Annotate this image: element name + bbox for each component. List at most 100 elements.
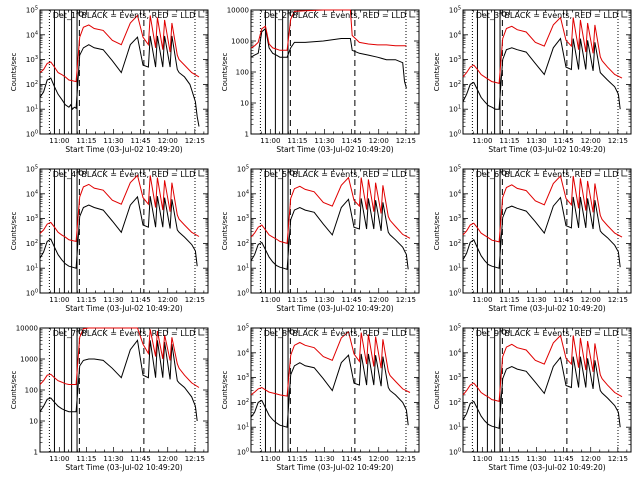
- y-tick-label: 103: [237, 373, 249, 382]
- y-tick-label: 101: [26, 264, 38, 273]
- y-axis-label: Counts/sec: [433, 371, 441, 410]
- plot-frame: [462, 168, 632, 294]
- x-axis-label: Start Time (03-Jul-02 10:49:20): [276, 463, 393, 472]
- x-tick-label: 11:30: [526, 455, 546, 463]
- series-line-events: [39, 339, 198, 422]
- detector-panel: 100 101 102 103 104 105 11:00 11:15 11:30 11:45 12…: [221, 165, 420, 313]
- y-tick-label: 103: [26, 214, 38, 223]
- y-tick-label: 100: [237, 289, 249, 298]
- x-tick-label: 12:00: [158, 296, 178, 304]
- y-tick-label: 102: [449, 239, 461, 248]
- x-tick-label: 11:30: [314, 455, 334, 463]
- series-line-lld: [462, 334, 623, 403]
- x-tick-label: 11:45: [131, 455, 151, 463]
- y-tick-label: 105: [237, 165, 249, 174]
- y-tick-label: 10: [240, 100, 249, 108]
- y-tick-label: 1: [34, 449, 38, 457]
- y-tick-label: 100: [237, 448, 249, 457]
- marker-circle-icon: [289, 170, 295, 176]
- y-tick-label: 105: [237, 324, 249, 333]
- marker-bracket-icon: [198, 11, 205, 18]
- x-tick-label: 11:45: [342, 137, 362, 145]
- y-tick-label: 100: [25, 387, 38, 395]
- detector-panel: 100 101 102 103 104 105 11:00 11:15 11:30 11:45 12…: [221, 324, 420, 472]
- y-tick-label: 104: [449, 189, 461, 198]
- detector-panel: 100 101 102 103 104 105 11:00 11:15 11:30 11:45 12…: [10, 6, 209, 154]
- x-tick-label: 11:45: [554, 455, 574, 463]
- x-axis-label: Start Time (03-Jul-02 10:49:20): [488, 463, 605, 472]
- y-tick-label: 104: [237, 189, 249, 198]
- marker-circle-icon: [501, 170, 507, 176]
- y-axis-label: Counts/sec: [433, 53, 441, 92]
- y-axis-label: Counts/sec: [433, 212, 441, 251]
- x-tick-label: 11:00: [49, 137, 69, 145]
- series-line-events: [250, 27, 407, 89]
- y-tick-label: 1000: [20, 356, 38, 364]
- y-tick-label: 102: [237, 398, 249, 407]
- x-tick-label: 12:00: [581, 137, 601, 145]
- panel-title: Det_3f BLACK = Events, RED = LLD: [476, 11, 619, 20]
- x-tick-label: 11:30: [103, 296, 123, 304]
- x-tick-label: 11:15: [76, 455, 96, 463]
- series-line-lld: [250, 9, 407, 51]
- marker-bracket-icon: [621, 11, 628, 18]
- y-axis-label: Counts/sec: [10, 53, 18, 92]
- y-tick-label: 103: [449, 373, 461, 382]
- x-tick-label: 11:15: [499, 296, 519, 304]
- y-tick-label: 101: [26, 105, 38, 114]
- y-tick-label: 102: [26, 239, 38, 248]
- panel-title: Det_6f BLACK = Events, RED = LLD: [476, 170, 619, 179]
- x-tick-label: 12:00: [581, 296, 601, 304]
- x-tick-label: 11:15: [287, 455, 307, 463]
- x-tick-label: 12:15: [396, 296, 416, 304]
- detector-panel: 1 10 100 1000 10000 11:00 11:15 11:30 11:45 12:00…: [10, 325, 209, 472]
- marker-circle-icon: [289, 329, 295, 335]
- marker-circle-icon: [501, 11, 507, 17]
- series-line-lld: [39, 327, 200, 388]
- detector-panel: 100 101 102 103 104 105 11:00 11:15 11:30 11:45 12…: [10, 165, 209, 313]
- x-tick-label: 11:30: [526, 137, 546, 145]
- y-axis-label: Counts/sec: [10, 371, 18, 410]
- marker-bracket-icon: [198, 329, 205, 336]
- x-tick-label: 11:00: [472, 296, 492, 304]
- x-tick-label: 11:30: [103, 455, 123, 463]
- x-tick-label: 11:45: [554, 296, 574, 304]
- x-tick-label: 11:00: [472, 455, 492, 463]
- y-tick-label: 103: [449, 214, 461, 223]
- y-tick-label: 100: [449, 130, 461, 139]
- series-line-lld: [250, 176, 411, 245]
- marker-bracket-icon: [198, 170, 205, 177]
- y-tick-label: 102: [449, 398, 461, 407]
- y-tick-label: 100: [26, 130, 38, 139]
- plot-frame: [462, 327, 632, 453]
- detector-panel: 100 101 102 103 104 105 11:00 11:15 11:30 11:45 12…: [433, 324, 632, 472]
- y-tick-label: 10: [29, 418, 38, 426]
- y-tick-label: 105: [26, 6, 38, 15]
- y-axis-label: Counts/sec: [221, 53, 229, 92]
- panel-title: Det_4f BLACK = Events, RED = LLD: [53, 170, 196, 179]
- panel-title: Det_9f BLACK = Events, RED = LLD: [476, 329, 619, 338]
- x-tick-label: 11:45: [554, 137, 574, 145]
- marker-bracket-icon: [621, 329, 628, 336]
- x-axis-label: Start Time (03-Jul-02 10:49:20): [65, 145, 182, 154]
- x-tick-label: 11:15: [76, 296, 96, 304]
- y-tick-label: 100: [449, 448, 461, 457]
- x-tick-label: 11:45: [131, 296, 151, 304]
- y-tick-label: 100: [236, 69, 249, 77]
- plot-frame: [250, 168, 420, 294]
- marker-bracket-icon: [409, 329, 416, 336]
- y-tick-label: 103: [26, 55, 38, 64]
- marker-circle-icon: [78, 11, 84, 17]
- x-tick-label: 12:00: [369, 137, 389, 145]
- y-tick-label: 101: [237, 423, 249, 432]
- panel-title: Det_8f BLACK = Events, RED = LLD: [264, 329, 407, 338]
- x-tick-label: 11:30: [526, 296, 546, 304]
- y-tick-label: 101: [449, 423, 461, 432]
- x-tick-label: 12:15: [185, 296, 205, 304]
- y-axis-label: Counts/sec: [221, 371, 229, 410]
- y-tick-label: 10000: [227, 7, 249, 15]
- x-tick-label: 11:15: [287, 137, 307, 145]
- x-tick-label: 11:30: [314, 137, 334, 145]
- y-tick-label: 104: [26, 189, 38, 198]
- marker-circle-icon: [78, 170, 84, 176]
